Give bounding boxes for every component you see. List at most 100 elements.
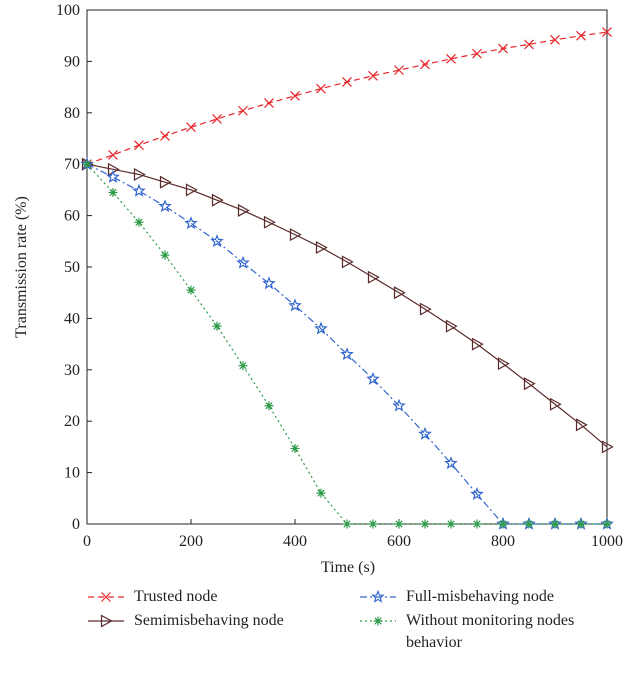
marker — [264, 401, 274, 411]
chart: Time (s) Transmission rate (%) 0 200 400 60… — [13, 2, 623, 576]
y-tick-label: 90 — [64, 53, 80, 70]
y-tick-label: 70 — [64, 156, 80, 173]
marker — [368, 519, 378, 529]
marker — [316, 83, 326, 94]
marker — [341, 255, 354, 269]
marker — [446, 53, 456, 64]
marker — [108, 187, 118, 197]
marker — [373, 616, 383, 626]
marker — [446, 519, 456, 529]
marker — [237, 203, 250, 217]
marker — [106, 169, 120, 183]
marker — [367, 270, 380, 284]
marker — [444, 456, 458, 470]
y-tick-label: 80 — [64, 105, 80, 122]
marker — [420, 59, 430, 70]
marker — [134, 217, 144, 227]
y-tick-label: 0 — [72, 516, 80, 533]
marker — [236, 255, 250, 269]
marker — [472, 519, 482, 529]
marker — [575, 418, 588, 432]
marker — [418, 426, 432, 440]
marker — [498, 43, 508, 54]
marker — [160, 250, 170, 260]
legend-swatch — [88, 614, 124, 628]
marker — [602, 27, 612, 38]
marker — [238, 105, 248, 116]
legend-item: Trusted node — [86, 586, 344, 608]
marker — [497, 357, 510, 371]
y-axis-label: Transmission rate (%) — [13, 196, 30, 338]
marker — [342, 77, 352, 87]
marker — [100, 614, 113, 628]
legend-swatch — [360, 589, 396, 603]
marker — [392, 398, 406, 412]
x-tick-label: 1000 — [591, 533, 623, 550]
marker — [158, 199, 172, 213]
series-line — [86, 163, 608, 448]
marker — [290, 443, 300, 453]
marker — [314, 321, 328, 335]
legend-label: Full-misbehaving node — [406, 588, 554, 605]
x-tick-label: 600 — [387, 533, 411, 550]
marker — [549, 397, 562, 411]
marker — [185, 183, 198, 197]
legend-label: Semimisbehaving node — [134, 612, 284, 629]
series-line — [86, 163, 607, 525]
legend-item: Full-misbehaving node — [358, 586, 616, 608]
y-tick-label: 60 — [64, 208, 80, 225]
x-tick-label: 800 — [491, 533, 515, 550]
marker — [419, 302, 432, 316]
series-line — [86, 163, 607, 525]
x-axis-label: Time (s) — [321, 559, 375, 576]
marker — [212, 321, 222, 331]
marker — [601, 440, 614, 454]
marker — [393, 286, 406, 300]
marker — [368, 70, 378, 81]
marker — [82, 159, 92, 169]
legend-item: Semimisbehaving node — [86, 610, 344, 632]
marker — [550, 34, 560, 45]
marker — [366, 371, 380, 385]
y-tick-label: 10 — [64, 465, 80, 482]
marker — [133, 167, 146, 181]
marker — [186, 285, 196, 295]
legend-swatch — [88, 592, 124, 602]
marker — [262, 276, 276, 290]
marker — [108, 150, 118, 160]
marker — [550, 519, 560, 529]
marker — [186, 122, 196, 133]
y-tick-label: 30 — [64, 362, 80, 379]
marker — [290, 90, 300, 101]
y-tick-label: 50 — [64, 259, 80, 276]
marker — [576, 30, 586, 41]
marker — [316, 488, 326, 498]
marker — [210, 234, 224, 248]
legend-swatch — [360, 616, 396, 626]
marker — [524, 519, 534, 529]
marker — [340, 347, 354, 361]
marker — [159, 175, 172, 189]
marker — [315, 240, 328, 254]
x-tick-label: 400 — [283, 533, 307, 550]
marker — [371, 589, 385, 603]
marker — [470, 487, 484, 500]
y-tick-label: 40 — [64, 310, 80, 327]
marker — [498, 519, 508, 529]
marker — [420, 519, 430, 529]
marker — [576, 519, 586, 529]
x-tick-label: 200 — [179, 533, 203, 550]
x-tick-label: 0 — [83, 533, 91, 550]
marker — [238, 361, 248, 371]
y-tick-label: 100 — [56, 2, 80, 19]
marker — [394, 519, 404, 529]
marker — [184, 216, 198, 230]
legend-label: Without monitoring nodes behavior — [406, 612, 575, 651]
y-tick-label: 20 — [64, 413, 80, 430]
marker — [602, 519, 612, 529]
marker — [101, 592, 111, 602]
marker — [342, 519, 352, 529]
marker — [289, 228, 302, 242]
marker — [523, 377, 536, 391]
